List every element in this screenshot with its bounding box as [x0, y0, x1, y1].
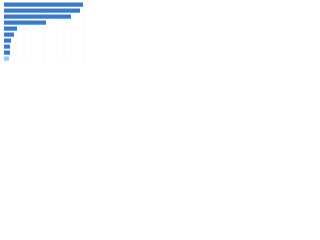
- bar: [4, 44, 10, 49]
- bar: [4, 50, 10, 55]
- chart: [3, 2, 85, 62]
- bar: [4, 38, 11, 43]
- bar: [4, 26, 17, 31]
- bar: [4, 56, 9, 61]
- bar: [4, 20, 46, 25]
- bar: [4, 2, 83, 7]
- bar: [4, 14, 71, 19]
- bar: [4, 32, 14, 37]
- bar: [4, 8, 80, 13]
